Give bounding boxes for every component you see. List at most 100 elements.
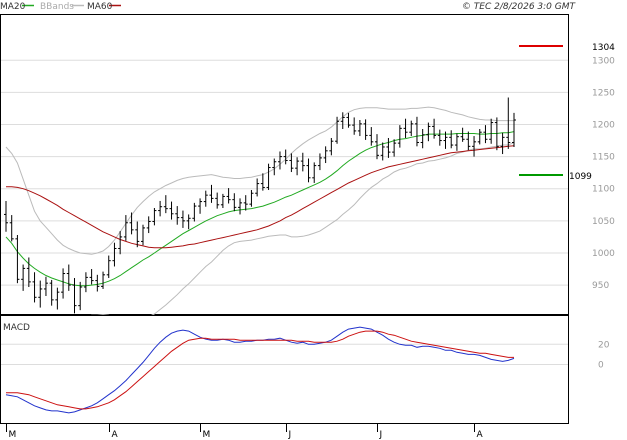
price-tick-label: 1300 bbox=[592, 56, 615, 66]
price-bar bbox=[38, 280, 43, 308]
price-bar bbox=[255, 178, 260, 197]
price-tick-label: 1050 bbox=[592, 217, 615, 227]
price-bar bbox=[289, 153, 294, 173]
price-tick-label: 1200 bbox=[592, 120, 615, 130]
price-bar bbox=[192, 202, 197, 222]
ma60-legend-label: MA60 bbox=[87, 2, 113, 12]
price-bar bbox=[477, 128, 482, 145]
price-bar bbox=[483, 125, 488, 144]
price-bar bbox=[32, 272, 37, 303]
price-bar bbox=[346, 112, 351, 128]
price-bar bbox=[135, 221, 140, 248]
price-bar bbox=[9, 215, 14, 242]
price-bar bbox=[340, 112, 345, 129]
price-bar bbox=[220, 193, 225, 209]
price-bar bbox=[397, 125, 402, 148]
macd-panel bbox=[0, 315, 569, 424]
price-bar bbox=[266, 163, 271, 191]
bbands-upper-line bbox=[5, 106, 514, 255]
price-bar bbox=[283, 149, 288, 165]
price-bar bbox=[175, 206, 180, 225]
price-tick-label: 1100 bbox=[592, 185, 615, 195]
price-bars bbox=[4, 97, 516, 314]
price-bar bbox=[238, 198, 243, 215]
price-bar bbox=[472, 136, 477, 157]
month-label: A bbox=[477, 430, 484, 440]
price-bar bbox=[129, 212, 134, 235]
price-bar bbox=[15, 234, 20, 284]
price-bar bbox=[329, 137, 334, 156]
price-bar bbox=[437, 129, 442, 146]
price-bar bbox=[375, 134, 380, 160]
price-bar bbox=[186, 214, 191, 230]
price-bar bbox=[21, 264, 26, 291]
macd-label: MACD bbox=[3, 323, 30, 333]
price-bar bbox=[83, 272, 88, 293]
price-tick-label: 950 bbox=[592, 281, 609, 291]
price-bar bbox=[152, 208, 157, 226]
price-bar bbox=[317, 153, 322, 171]
price-bar bbox=[89, 269, 94, 285]
price-bar bbox=[26, 257, 31, 288]
price-tick-label: 1250 bbox=[592, 88, 615, 98]
price-bar bbox=[43, 276, 48, 297]
macd-lines bbox=[5, 326, 515, 414]
price-bar bbox=[146, 216, 151, 234]
price-bar bbox=[512, 112, 516, 147]
price-bar bbox=[215, 192, 220, 209]
price-bar bbox=[335, 116, 340, 144]
copyright-text: © TEC 2/8/2026 3:0 GMT bbox=[462, 2, 577, 12]
price-bar bbox=[55, 287, 60, 310]
price-bar bbox=[489, 118, 494, 144]
price-bar bbox=[180, 210, 185, 228]
price-bar bbox=[409, 120, 414, 137]
price-bar bbox=[61, 268, 66, 299]
price-bar bbox=[403, 118, 408, 138]
price-bar bbox=[454, 133, 459, 151]
price-bar bbox=[72, 278, 77, 314]
price-bar bbox=[380, 142, 385, 161]
macd-tick-label: 0 bbox=[598, 360, 604, 370]
price-bar bbox=[249, 190, 254, 207]
month-label: J bbox=[379, 430, 383, 440]
price-bar bbox=[123, 215, 128, 241]
price-bar bbox=[312, 162, 317, 183]
price-panel bbox=[0, 14, 569, 315]
price-bar bbox=[260, 173, 265, 191]
price-bar bbox=[392, 139, 397, 157]
month-label: J bbox=[288, 430, 292, 440]
price-bar bbox=[500, 132, 505, 155]
signal-line bbox=[6, 330, 514, 410]
price-bar bbox=[118, 231, 123, 255]
price-bar bbox=[66, 264, 71, 291]
price-bar bbox=[226, 188, 231, 204]
ma20-legend-label: MA20 bbox=[0, 2, 26, 12]
price-bar bbox=[323, 146, 328, 164]
price-bar bbox=[243, 195, 248, 211]
month-label: M bbox=[203, 430, 211, 440]
moving-average-lines bbox=[5, 131, 515, 287]
price-bar bbox=[306, 158, 311, 183]
price-bar bbox=[203, 190, 208, 207]
ma20-line bbox=[5, 131, 515, 287]
price-bar bbox=[363, 119, 368, 140]
price-bar bbox=[49, 279, 54, 306]
price-bar bbox=[449, 130, 454, 149]
support-value: 1099 bbox=[569, 172, 592, 182]
price-bar bbox=[163, 195, 168, 214]
price-bar bbox=[158, 200, 163, 217]
bbands-legend-label: BBands bbox=[40, 2, 74, 12]
price-bar bbox=[169, 201, 174, 220]
price-bar bbox=[198, 198, 203, 214]
price-bar bbox=[357, 119, 362, 137]
price-bar bbox=[426, 122, 431, 142]
price-bar bbox=[295, 157, 300, 176]
price-bar bbox=[443, 131, 448, 149]
macd-axis-ticks: 20 0 bbox=[598, 340, 610, 370]
price-bar bbox=[101, 271, 106, 289]
resistance-value: 1304 bbox=[592, 43, 615, 53]
price-bar bbox=[78, 281, 83, 311]
price-bar bbox=[466, 131, 471, 151]
